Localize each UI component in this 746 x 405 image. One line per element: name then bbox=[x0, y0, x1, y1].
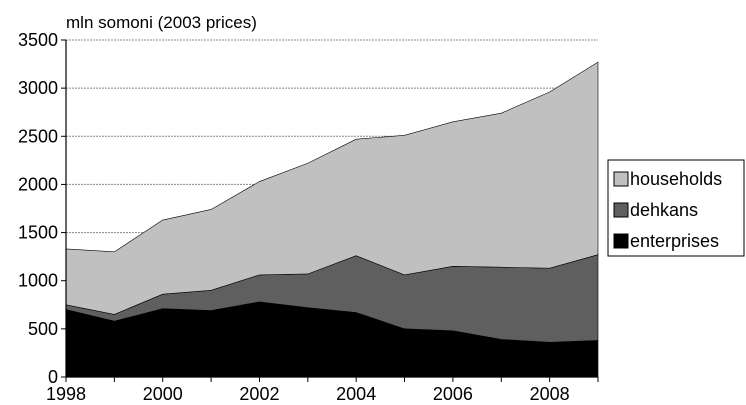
x-tick-labels: 1998 2000 2002 2004 2006 2008 bbox=[46, 384, 570, 404]
legend-label-households: households bbox=[630, 169, 722, 189]
y-tick-label: 0 bbox=[48, 367, 58, 387]
y-tick-label: 2000 bbox=[18, 174, 58, 194]
legend-swatch-households bbox=[613, 171, 629, 187]
x-tick-label: 2006 bbox=[433, 384, 473, 404]
y-tick-label: 1500 bbox=[18, 223, 58, 243]
legend-swatch-enterprises bbox=[613, 233, 629, 249]
y-tick-labels: 0 500 1000 1500 2000 2500 3000 3500 bbox=[18, 30, 58, 387]
y-tick-label: 1000 bbox=[18, 271, 58, 291]
x-tick-label: 2008 bbox=[530, 384, 570, 404]
x-tick-label: 2002 bbox=[239, 384, 279, 404]
legend: households dehkans enterprises bbox=[607, 159, 745, 257]
y-tick-label: 3500 bbox=[18, 30, 58, 50]
y-tick-label: 2500 bbox=[18, 126, 58, 146]
x-tick-label: 2004 bbox=[336, 384, 376, 404]
legend-swatch-dehkans bbox=[613, 202, 629, 218]
axes bbox=[61, 39, 599, 382]
y-tick-label: 3000 bbox=[18, 78, 58, 98]
area-households bbox=[65, 61, 599, 315]
legend-box bbox=[607, 159, 745, 257]
area-series bbox=[65, 61, 599, 378]
unit-label: mln somoni (2003 prices) bbox=[66, 13, 257, 32]
x-tick-label: 1998 bbox=[46, 384, 86, 404]
legend-label-dehkans: dehkans bbox=[630, 200, 698, 220]
x-tick-label: 2000 bbox=[143, 384, 183, 404]
legend-label-enterprises: enterprises bbox=[630, 231, 719, 251]
y-tick-label: 500 bbox=[28, 319, 58, 339]
